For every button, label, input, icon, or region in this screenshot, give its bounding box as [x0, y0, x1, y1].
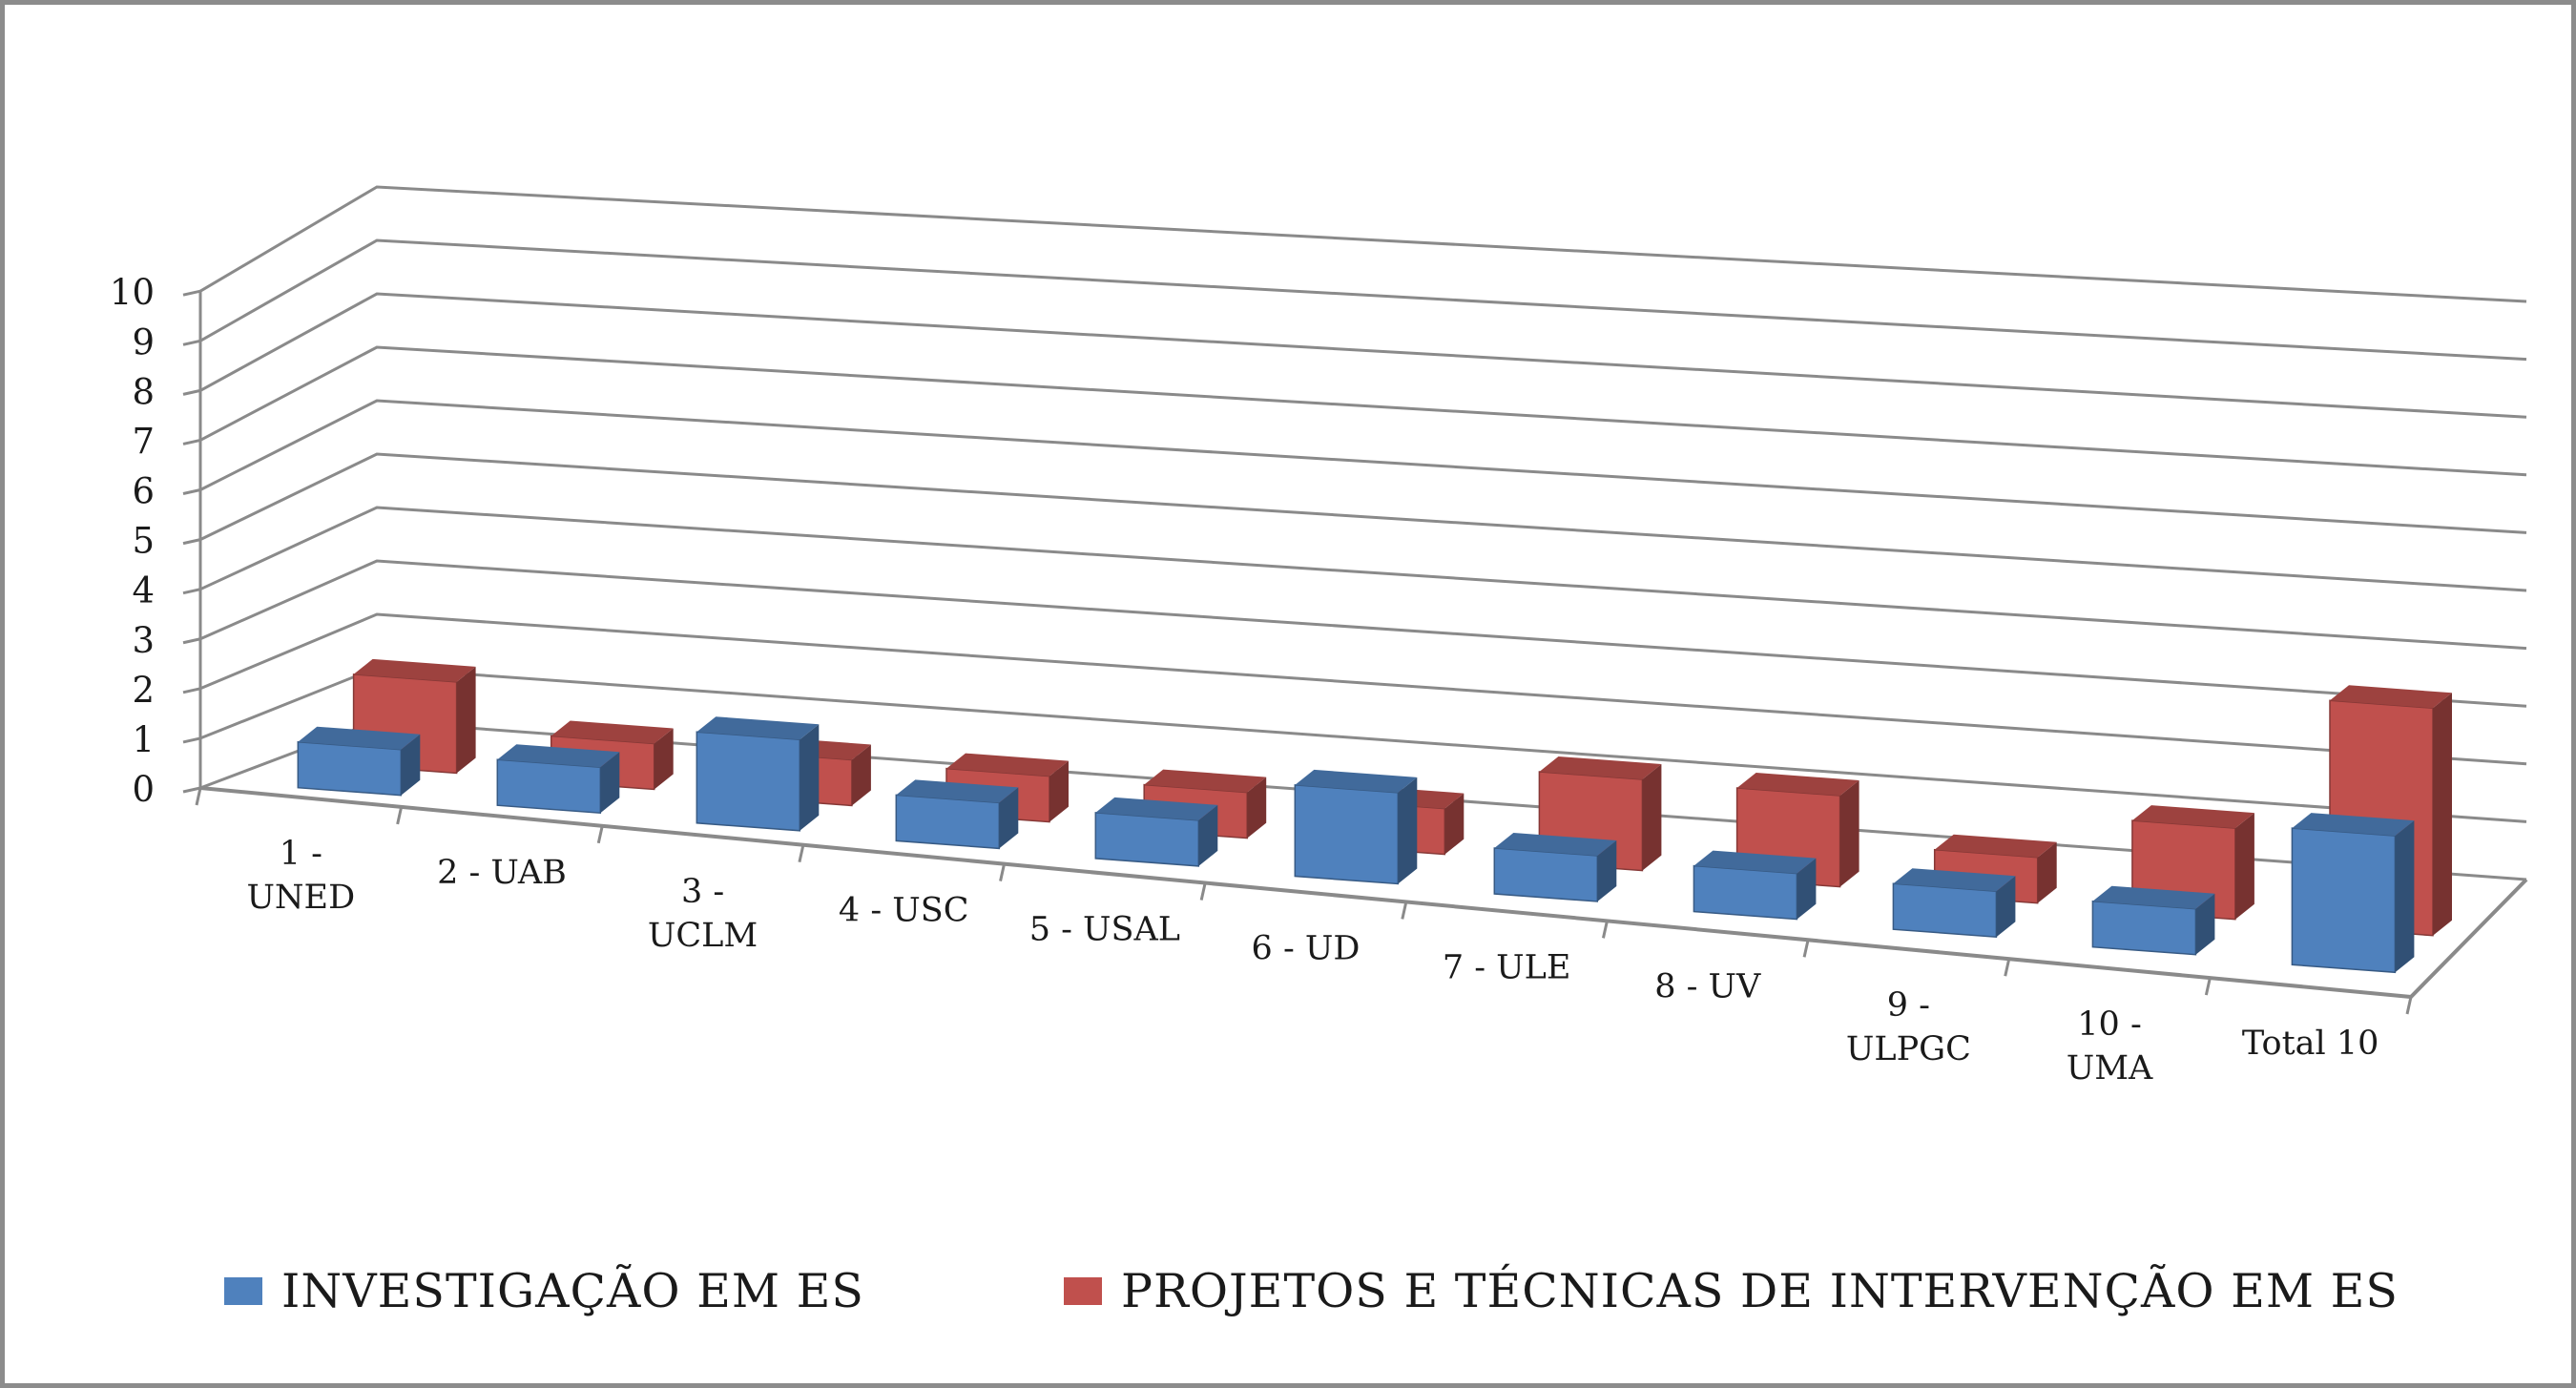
y-tick-label-0: 0	[132, 769, 155, 810]
y-tick-mark-9	[182, 339, 201, 346]
legend: INVESTIGAÇÃO EM ES PROJETOS E TÉCNICAS D…	[0, 1257, 2576, 1324]
x-tick-mark-5	[1199, 882, 1207, 901]
legend-item-investigacao: INVESTIGAÇÃO EM ES	[224, 1257, 864, 1324]
x-category-label-2: 2 - UAB	[437, 854, 567, 892]
x-tick-mark-2	[596, 825, 604, 844]
y-tick-mark-8	[182, 388, 201, 396]
y-tick-mark-1	[182, 736, 201, 744]
x-tick-mark-1	[396, 806, 404, 825]
y-tick-label-10: 10	[110, 272, 155, 313]
x-tick-mark-0	[195, 787, 202, 806]
chart-plot: 0 1 2 3 4 5 6 7 8 9 10 1 -UNED 2 - UAB 3 -UCLM 4 - USC…	[110, 185, 2528, 1088]
x-category-label-6: 6 - UD	[1252, 930, 1361, 968]
bar-investigacao-1	[297, 726, 421, 797]
x-tick-mark-7	[1601, 921, 1609, 939]
bar-investigacao-11	[2291, 813, 2415, 974]
bars	[297, 658, 2452, 974]
x-tick-mark-6	[1401, 901, 1408, 920]
bar-investigacao-5	[1094, 797, 1218, 867]
y-tick-label-3: 3	[132, 620, 155, 661]
bar-investigacao-10	[2091, 885, 2215, 956]
x-category-label-3: 3 -UCLM	[648, 873, 758, 955]
bar-investigacao-3	[696, 716, 820, 832]
gridline-5	[199, 452, 2527, 592]
y-tick-label-5: 5	[132, 521, 155, 562]
x-category-label-1: 1 -UNED	[246, 835, 355, 917]
y-tick-label-4: 4	[132, 570, 155, 611]
y-tick-label-6: 6	[132, 471, 155, 512]
gridline-6	[199, 399, 2527, 534]
x-category-label-4: 4 - USC	[839, 892, 969, 930]
y-tick-mark-0	[182, 786, 201, 794]
y-tick-label-2: 2	[132, 670, 155, 711]
y-tick-mark-6	[182, 488, 201, 495]
legend-label-investigacao: INVESTIGAÇÃO EM ES	[281, 1263, 865, 1318]
bar-investigacao-6	[1294, 769, 1418, 885]
legend-swatch-blue	[224, 1276, 262, 1305]
gridline-8	[199, 292, 2527, 419]
bar-investigacao-9	[1892, 868, 2016, 939]
bar-projetos-1	[352, 658, 476, 775]
y-tick-mark-7	[182, 438, 201, 445]
bar-investigacao-2	[496, 744, 620, 815]
legend-swatch-red	[1064, 1276, 1102, 1305]
y-tick-label-7: 7	[132, 421, 155, 462]
y-tick-label-9: 9	[132, 321, 155, 363]
y-tick-mark-3	[182, 637, 201, 645]
y-tick-mark-10	[182, 289, 201, 297]
x-category-label-10: 10 -UMA	[2067, 1005, 2153, 1088]
bar-investigacao-4	[895, 779, 1019, 850]
gridline-7	[199, 345, 2527, 477]
x-category-label-5: 5 - USAL	[1029, 911, 1180, 949]
x-tick-mark-4	[999, 863, 1007, 881]
gridline-9	[199, 238, 2527, 362]
bar-investigacao-8	[1693, 850, 1817, 921]
y-tick-label-1: 1	[132, 719, 155, 760]
gridline-2	[199, 612, 2527, 766]
legend-label-projetos: PROJETOS E TÉCNICAS DE INTERVENÇÃO EM ES	[1121, 1263, 2399, 1318]
gridline-4	[199, 506, 2527, 651]
legend-item-projetos: PROJETOS E TÉCNICAS DE INTERVENÇÃO EM ES	[1064, 1257, 2399, 1324]
y-tick-mark-5	[182, 538, 201, 546]
gridline-10	[199, 185, 2527, 303]
x-tick-mark-10	[2204, 977, 2212, 996]
x-category-label-8: 8 - UV	[1654, 967, 1761, 1005]
x-tick-mark-3	[798, 844, 805, 863]
x-category-label-9: 9 -ULPGC	[1846, 986, 1971, 1068]
x-tick-mark-8	[1802, 939, 1810, 958]
y-tick-mark-4	[182, 588, 201, 595]
y-tick-mark-2	[182, 687, 201, 694]
labels: 0 1 2 3 4 5 6 7 8 9 10 1 -UNED 2 - UAB 3 -UCLM 4 - USC…	[110, 272, 2379, 1088]
axes	[182, 289, 2528, 1015]
bar-investigacao-7	[1493, 833, 1617, 902]
x-tick-mark-11	[2405, 996, 2413, 1015]
gridline-3	[199, 559, 2527, 708]
x-category-label-11: Total 10	[2242, 1025, 2379, 1063]
x-tick-mark-9	[2004, 958, 2011, 977]
y-tick-label-8: 8	[132, 371, 155, 412]
x-category-label-7: 7 - ULE	[1443, 948, 1571, 986]
